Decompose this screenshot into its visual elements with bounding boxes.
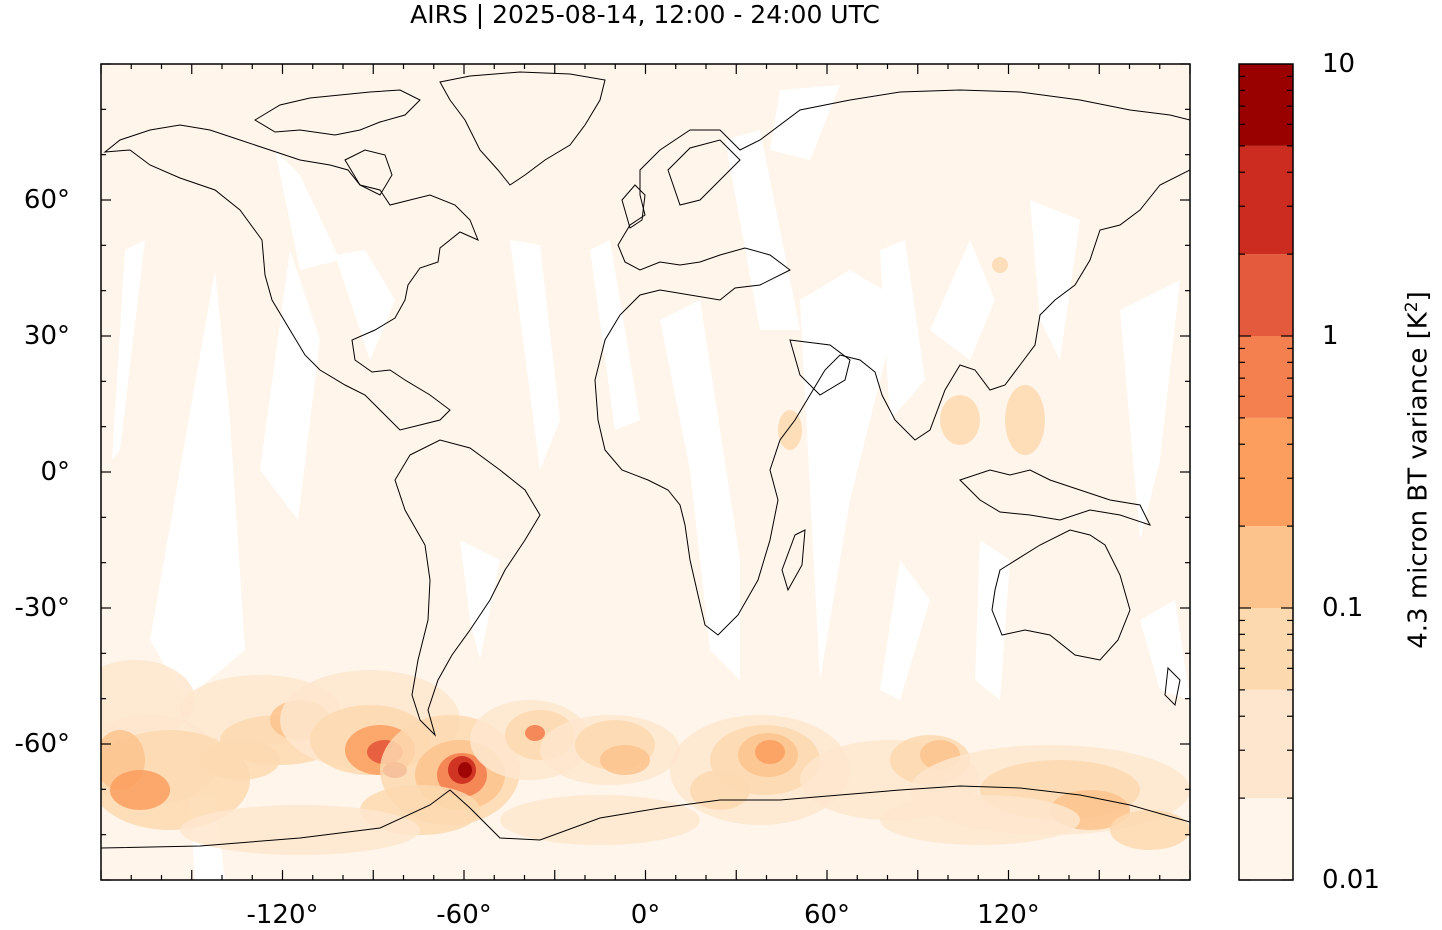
variance-patch-39 (500, 795, 700, 845)
variance-patch-40 (880, 795, 1080, 845)
coastline-north-america (103, 124, 479, 431)
variance-patch-4 (110, 770, 170, 810)
swath-gap-9 (725, 130, 800, 330)
swath-gap-7 (590, 240, 640, 430)
swath-gap-8 (660, 300, 740, 680)
swath-gap-19 (770, 85, 840, 160)
swath-gap-16 (1120, 280, 1180, 540)
lon-tick-label: -120° (246, 900, 319, 930)
colorbar-ticks (1239, 75, 1293, 881)
swath-gap-15 (1030, 200, 1080, 360)
swath-gap-11 (880, 240, 925, 420)
swath-gap-3 (275, 150, 340, 270)
swath-gap-0 (112, 240, 145, 460)
coastline-madagascar (781, 529, 806, 592)
swath-gap-1 (150, 270, 245, 700)
colorbar-label-sup: 2 (1402, 301, 1422, 313)
colorbar-tick-label: 0.1 (1322, 593, 1364, 623)
lon-tick-label: -60° (436, 900, 492, 930)
swath-gap-6 (510, 240, 560, 470)
variance-patch-36 (1110, 810, 1190, 850)
map-title: AIRS | 2025-08-14, 12:00 - 24:00 UTC (410, 0, 880, 29)
lat-tick-label: 30° (23, 321, 70, 351)
swath-gap-17 (1140, 600, 1190, 700)
variance-patch-42 (940, 395, 980, 445)
colorbar-label-end: ] (1403, 291, 1434, 302)
variance-field (101, 257, 1190, 855)
variance-patch-24 (600, 745, 650, 775)
variance-patch-43 (778, 410, 802, 450)
variance-patch-21 (525, 725, 545, 741)
coastline-uk-scandinavia (621, 139, 741, 229)
colorbar (1239, 64, 1293, 880)
map-plot-area (101, 64, 1190, 880)
colorbar-bin-5 (1239, 336, 1293, 418)
colorbar-label-main: 4.3 micron BT variance [K (1403, 312, 1434, 649)
colorbar-tick-label: 0.01 (1322, 865, 1380, 895)
lat-tick-label: -30° (14, 593, 70, 623)
colorbar-bin-0 (1239, 798, 1293, 880)
colorbar-bin-6 (1239, 254, 1293, 336)
variance-patch-28 (755, 740, 785, 764)
coastline-antarctica (101, 785, 1190, 849)
variance-patch-8 (200, 740, 280, 780)
colorbar-tick-label: 10 (1322, 49, 1356, 79)
swath-gap-2 (260, 250, 320, 520)
lat-tick-label: 60° (23, 185, 70, 215)
colorbar-bin-7 (1239, 145, 1293, 255)
colorbar-frame (1238, 63, 1294, 881)
colorbar-bin-8 (1239, 64, 1293, 146)
lon-tick-label: 60° (803, 900, 851, 930)
swath-gap-5 (460, 540, 500, 660)
coastline-africa-eurasia (594, 89, 1190, 636)
variance-patch-44 (992, 257, 1008, 273)
coastline-indonesia (959, 469, 1151, 526)
swath-gap-14 (975, 540, 1010, 700)
variance-patch-29 (690, 770, 750, 810)
swath-gap-12 (880, 560, 930, 700)
variance-patch-41 (1005, 385, 1045, 455)
lon-tick-label: 120° (977, 900, 1040, 930)
colorbar-bin-1 (1239, 689, 1293, 799)
coastline-new-zealand (1164, 666, 1181, 707)
swath-gap-13 (930, 240, 995, 360)
coastline-arctic-islands (254, 89, 421, 196)
swath-gap-4 (335, 250, 395, 360)
colorbar-bin-3 (1239, 526, 1293, 608)
coastline-greenland (439, 71, 606, 186)
colorbar-bin-4 (1239, 417, 1293, 527)
coastlines (101, 71, 1190, 849)
swath-gaps (112, 85, 1190, 880)
variance-patch-18 (458, 762, 472, 778)
map-ticks (100, 63, 1191, 881)
coastline-south-america (394, 439, 541, 737)
lat-tick-label: 0° (40, 457, 70, 487)
colorbar-tick-label: 1 (1322, 321, 1339, 351)
variance-patch-38 (180, 805, 420, 855)
colorbar-bin-2 (1239, 608, 1293, 690)
coastline-arabia (789, 339, 851, 396)
lat-tick-label: -60° (14, 729, 70, 759)
coastline-australia (991, 529, 1131, 661)
colorbar-label: 4.3 micron BT variance [K2] (1395, 230, 1434, 710)
lon-tick-label: 0° (630, 900, 661, 930)
